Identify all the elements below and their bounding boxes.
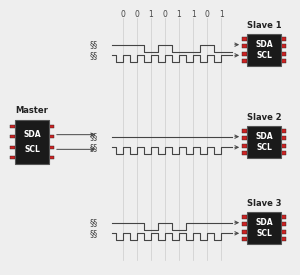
Bar xyxy=(281,144,286,148)
Bar xyxy=(10,156,15,159)
Bar xyxy=(281,230,286,233)
Text: 1: 1 xyxy=(219,10,224,19)
Text: Slave 2: Slave 2 xyxy=(247,113,281,122)
Bar xyxy=(242,52,247,56)
Text: Master: Master xyxy=(16,106,48,115)
Bar xyxy=(281,44,286,48)
Text: SCL: SCL xyxy=(24,145,40,154)
Bar xyxy=(242,136,247,140)
Text: 0: 0 xyxy=(205,10,210,19)
Text: 1: 1 xyxy=(148,10,153,19)
Bar xyxy=(10,125,15,128)
Text: §§: §§ xyxy=(90,132,98,141)
Bar xyxy=(281,237,286,241)
Bar xyxy=(242,37,247,40)
Text: §§: §§ xyxy=(90,51,98,60)
Bar xyxy=(281,37,286,40)
Bar xyxy=(15,120,49,164)
Bar xyxy=(242,215,247,219)
Text: §§: §§ xyxy=(90,229,98,238)
Bar xyxy=(10,145,15,149)
Text: §§: §§ xyxy=(90,40,98,49)
Text: SDA: SDA xyxy=(23,130,41,139)
Bar xyxy=(242,222,247,226)
Text: SCL: SCL xyxy=(256,51,272,60)
Text: SDA: SDA xyxy=(255,132,273,141)
Bar xyxy=(10,135,15,139)
Text: SDA: SDA xyxy=(255,218,273,227)
Bar xyxy=(281,129,286,133)
Bar xyxy=(281,222,286,226)
Text: §§: §§ xyxy=(90,143,98,152)
Bar xyxy=(247,34,281,66)
Bar xyxy=(281,152,286,155)
Bar xyxy=(247,212,281,244)
Bar xyxy=(242,59,247,63)
Bar xyxy=(242,44,247,48)
Text: 1: 1 xyxy=(177,10,182,19)
Bar xyxy=(49,135,54,139)
Bar xyxy=(242,152,247,155)
Bar xyxy=(242,237,247,241)
Bar xyxy=(49,156,54,159)
Bar xyxy=(242,144,247,148)
Text: 1: 1 xyxy=(191,10,196,19)
Text: SCL: SCL xyxy=(256,229,272,238)
Text: 0: 0 xyxy=(120,10,125,19)
Text: §§: §§ xyxy=(90,218,98,227)
Bar xyxy=(242,129,247,133)
Bar xyxy=(281,52,286,56)
Text: SDA: SDA xyxy=(255,40,273,49)
Bar xyxy=(242,230,247,233)
Bar xyxy=(49,125,54,128)
Bar xyxy=(281,59,286,63)
Text: 0: 0 xyxy=(163,10,167,19)
Bar xyxy=(49,145,54,149)
Text: Slave 3: Slave 3 xyxy=(247,199,281,208)
Text: SCL: SCL xyxy=(256,143,272,152)
Bar xyxy=(281,136,286,140)
Bar xyxy=(247,126,281,158)
Text: Slave 1: Slave 1 xyxy=(247,21,281,30)
Bar xyxy=(281,215,286,219)
Text: 0: 0 xyxy=(134,10,139,19)
